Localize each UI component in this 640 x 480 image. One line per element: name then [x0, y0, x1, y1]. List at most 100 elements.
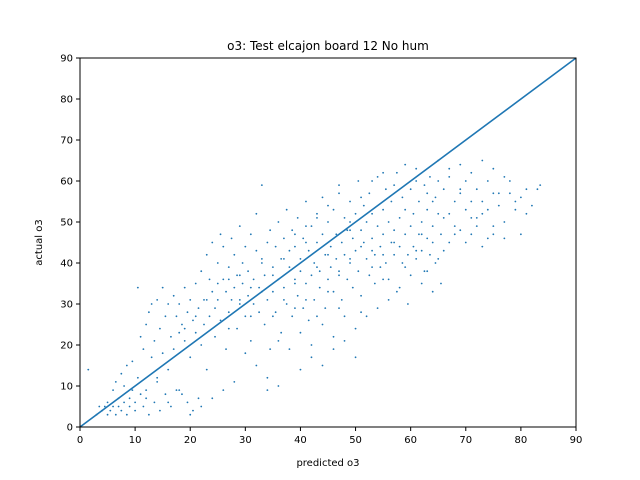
data-point [247, 270, 249, 273]
data-point [531, 204, 533, 207]
data-point [409, 188, 412, 191]
data-point [401, 196, 404, 199]
data-point [514, 200, 517, 203]
data-point [508, 180, 511, 182]
data-point [481, 159, 484, 162]
data-point [486, 237, 489, 240]
data-point [486, 180, 489, 182]
data-point [249, 315, 252, 318]
data-point [313, 299, 316, 301]
data-point [459, 192, 462, 195]
x-tick-label: 60 [404, 435, 417, 446]
data-point [181, 323, 183, 326]
data-point [299, 258, 302, 260]
data-point [324, 253, 327, 256]
data-point [205, 253, 208, 256]
data-point [172, 294, 175, 297]
data-point [153, 340, 156, 342]
data-point [382, 233, 385, 236]
data-point [285, 303, 288, 305]
data-point [354, 249, 357, 252]
data-point [145, 397, 148, 400]
data-point [349, 262, 351, 264]
data-point [280, 258, 283, 260]
data-point [307, 249, 310, 252]
data-point [299, 331, 302, 334]
data-point [183, 340, 186, 342]
data-point [114, 381, 117, 383]
data-point [249, 286, 252, 289]
data-point [200, 270, 203, 273]
data-point [525, 188, 528, 191]
y-axis-label: actual o3 [34, 219, 45, 265]
data-point [401, 262, 404, 264]
data-point [192, 319, 194, 322]
data-point [387, 221, 390, 223]
data-point [194, 282, 197, 285]
data-point [426, 192, 429, 195]
y-tick-label: 20 [60, 341, 73, 352]
data-point [106, 413, 109, 416]
data-point [167, 401, 170, 404]
data-point [470, 233, 473, 236]
data-point [294, 233, 296, 236]
data-point [415, 258, 418, 260]
data-point [145, 323, 148, 326]
data-point [167, 303, 170, 305]
data-point [398, 245, 401, 248]
x-tick-label: 20 [184, 435, 197, 446]
data-point [208, 278, 211, 281]
plot-frame [79, 57, 577, 428]
data-point [418, 233, 420, 236]
data-point [159, 327, 161, 330]
data-point [514, 208, 517, 211]
data-point [263, 323, 266, 326]
data-point [150, 303, 153, 305]
data-point [429, 253, 431, 256]
data-point [299, 270, 302, 273]
data-point [459, 188, 462, 191]
data-point [426, 237, 429, 240]
data-point [260, 262, 263, 264]
data-point [305, 299, 307, 301]
data-point [219, 233, 222, 236]
reference-line-layer [79, 57, 577, 428]
data-point [371, 237, 373, 240]
data-point [241, 282, 244, 285]
data-point [340, 241, 343, 244]
data-point [216, 282, 219, 285]
data-point [189, 356, 192, 359]
data-point [305, 225, 307, 228]
data-point [214, 307, 216, 309]
data-point [492, 225, 495, 228]
data-point [194, 331, 197, 334]
data-point [161, 286, 164, 289]
y-tick-label: 10 [60, 382, 73, 393]
data-point [123, 401, 125, 404]
data-point [219, 319, 222, 322]
data-point [230, 237, 233, 240]
data-point [351, 237, 354, 240]
data-point [310, 356, 313, 359]
data-point [351, 286, 354, 289]
data-point [412, 212, 415, 215]
data-point [244, 245, 247, 248]
data-point [481, 200, 484, 203]
data-point [291, 229, 294, 232]
data-point [305, 200, 307, 203]
data-point [189, 413, 192, 416]
data-point [503, 221, 506, 223]
data-point [371, 212, 373, 215]
data-point [233, 381, 236, 383]
data-point [260, 258, 263, 260]
data-point [384, 262, 387, 264]
data-point [139, 393, 142, 396]
data-point [420, 249, 423, 252]
data-point [434, 196, 437, 199]
data-point [448, 167, 451, 170]
data-point [437, 258, 440, 260]
data-point [318, 270, 321, 273]
data-point [398, 217, 401, 219]
data-point [519, 233, 522, 236]
